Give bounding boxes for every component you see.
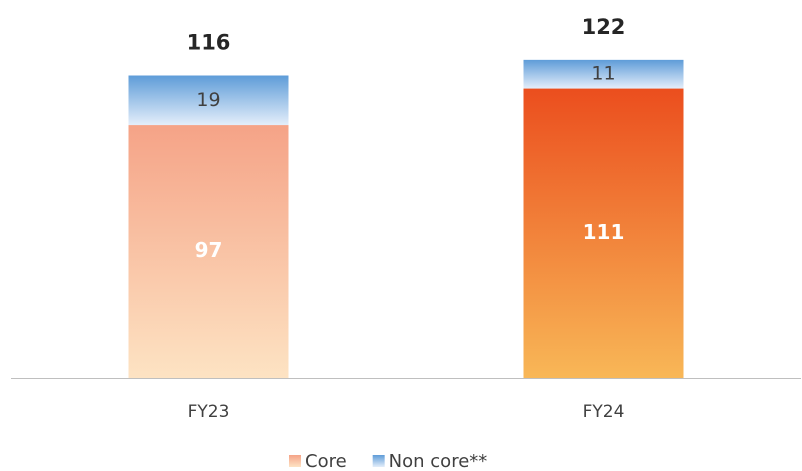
data-label: 11 <box>591 63 615 85</box>
data-label: 97 <box>195 238 223 262</box>
x-tick-label: FY23 <box>188 402 230 422</box>
bar-segment <box>128 75 289 126</box>
data-label: 19 <box>196 89 220 111</box>
legend-label: Core <box>305 451 347 471</box>
data-label: 111 <box>583 220 625 244</box>
x-tick-label: FY24 <box>583 402 625 422</box>
legend: Core Non core** <box>289 451 487 471</box>
bar-segment <box>523 59 684 89</box>
total-label: 122 <box>582 15 626 39</box>
bar-segment <box>523 88 684 379</box>
legend-swatch <box>289 455 301 467</box>
bar-segment <box>128 125 289 378</box>
total-label: 116 <box>187 31 231 55</box>
legend-swatch <box>372 455 385 467</box>
legend-label: Non core** <box>389 451 488 471</box>
